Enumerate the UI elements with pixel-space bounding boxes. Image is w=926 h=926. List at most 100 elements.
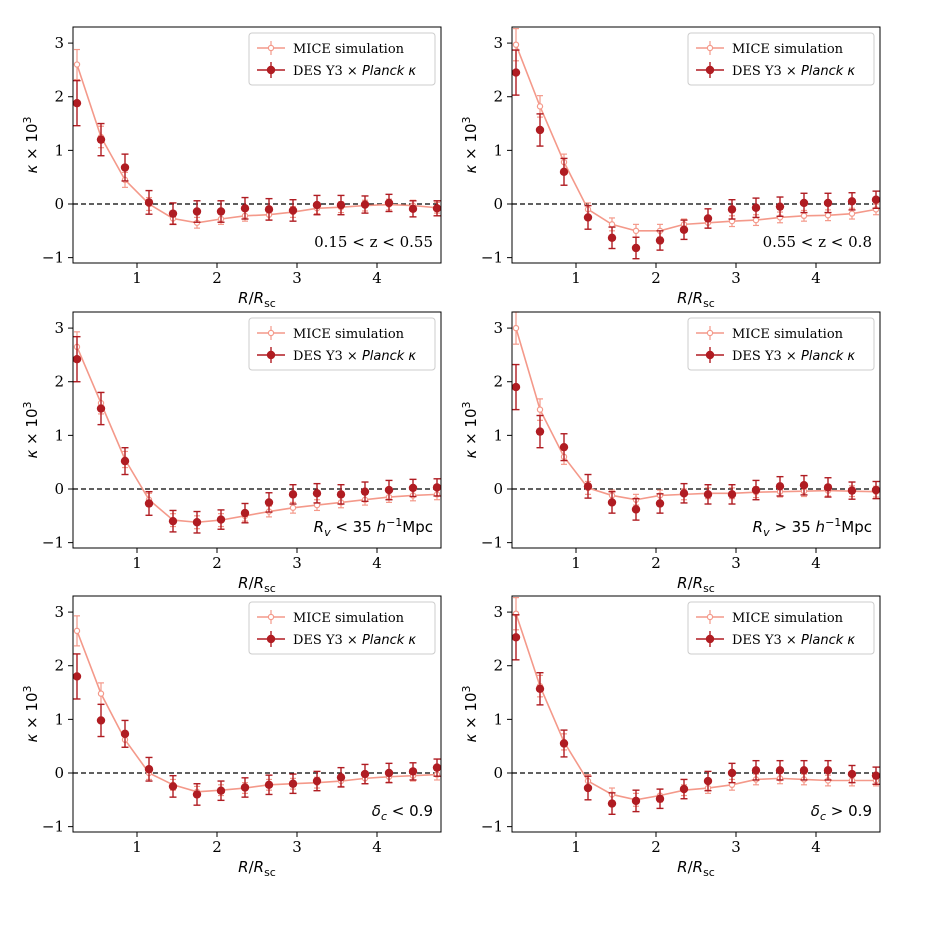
legend-des-marker xyxy=(705,65,715,75)
legend-des-label: DES Y3 × Planck κ xyxy=(732,64,855,79)
legend-des-marker xyxy=(705,634,715,644)
y-axis-label-kappa: κ xyxy=(462,165,480,174)
panel-annotation: δc < 0.9 xyxy=(372,802,433,823)
mice-series-line xyxy=(515,327,877,501)
x-axis-label-r2: R xyxy=(693,289,703,307)
y-axis-label: κ × 103 xyxy=(21,116,41,173)
des-data-point xyxy=(360,487,370,496)
des-data-point xyxy=(72,355,82,364)
mice-data-point xyxy=(632,227,640,235)
annotation-sub: c xyxy=(820,810,826,823)
mice-series-line xyxy=(515,613,876,801)
des-data-point xyxy=(607,799,617,808)
des-data-point xyxy=(168,209,178,218)
legend-des-italic: Planck κ xyxy=(801,633,855,648)
des-data-point xyxy=(240,783,250,792)
x-tick-label: 3 xyxy=(731,554,741,572)
y-tick-label: 1 xyxy=(54,710,64,728)
des-data-point xyxy=(240,508,250,518)
y-tick-label: 0 xyxy=(493,764,503,782)
x-axis-label-r: R xyxy=(677,289,687,307)
annotation-h: h xyxy=(377,518,387,536)
x-tick-label: 1 xyxy=(571,554,581,572)
x-tick-label: 2 xyxy=(651,554,661,572)
x-tick-label: 4 xyxy=(811,838,821,856)
des-data-point xyxy=(432,204,442,213)
des-data-point xyxy=(871,485,881,495)
y-tick-label: 0 xyxy=(54,764,64,782)
des-data-point xyxy=(168,782,178,791)
des-data-point xyxy=(847,769,857,779)
des-data-point xyxy=(192,790,202,799)
y-axis-label: κ × 103 xyxy=(460,116,480,173)
des-data-point xyxy=(120,456,130,466)
x-tick-label: 4 xyxy=(372,838,382,856)
y-tick-label: −1 xyxy=(481,534,503,552)
des-data-point xyxy=(775,766,785,775)
legend-box xyxy=(248,32,436,86)
y-tick-label: 2 xyxy=(54,373,64,391)
y-tick-label: −1 xyxy=(42,818,64,836)
annotation-sup: −1 xyxy=(825,516,841,529)
legend-box xyxy=(687,317,875,371)
y-tick-label: −1 xyxy=(42,534,64,552)
x-tick-label: 1 xyxy=(571,269,581,287)
des-data-point xyxy=(336,490,346,499)
des-data-point xyxy=(631,505,641,514)
mice-data-point xyxy=(289,504,297,511)
x-axis-label-r: R xyxy=(677,574,687,592)
annotation-h: h xyxy=(816,518,826,536)
des-data-point xyxy=(168,516,178,526)
des-data-point xyxy=(583,213,593,222)
x-axis-label: R/Rsc xyxy=(677,858,715,879)
des-data-point xyxy=(679,225,689,234)
annotation-main: R xyxy=(314,518,324,536)
legend-mice-label: MICE simulation xyxy=(732,611,844,626)
des-data-point xyxy=(240,204,250,213)
des-data-point xyxy=(264,498,274,507)
y-axis-label-exp: 3 xyxy=(21,685,34,692)
y-tick-label: 3 xyxy=(54,319,64,337)
legend-des-marker xyxy=(705,350,715,360)
legend-mice-marker xyxy=(706,44,714,52)
des-data-point xyxy=(360,200,370,209)
y-tick-label: 0 xyxy=(493,480,503,498)
legend-des-marker xyxy=(266,65,276,75)
y-axis-label-exp: 3 xyxy=(460,116,473,123)
des-data-point xyxy=(408,204,418,214)
mice-data-point xyxy=(97,690,105,697)
x-tick-label: 2 xyxy=(212,838,222,856)
des-data-point xyxy=(264,205,274,214)
des-data-point xyxy=(751,766,761,775)
des-data-point xyxy=(703,214,713,223)
des-data-point xyxy=(751,203,761,212)
des-data-point xyxy=(535,125,545,135)
x-axis-label-r: R xyxy=(238,858,248,876)
des-data-point xyxy=(823,766,833,775)
legend-des-main: DES Y3 × xyxy=(732,64,801,79)
x-tick-label: 4 xyxy=(811,554,821,572)
legend-mice-label: MICE simulation xyxy=(732,327,844,342)
y-tick-label: 3 xyxy=(493,34,503,52)
des-data-point xyxy=(144,198,154,207)
x-axis-label-r2: R xyxy=(254,574,264,592)
x-axis-label-sub: sc xyxy=(264,866,276,879)
x-axis-label-r: R xyxy=(238,289,248,307)
legend-des-main: DES Y3 × xyxy=(732,633,801,648)
y-axis-label-kappa: κ xyxy=(462,734,480,743)
x-tick-label: 3 xyxy=(292,838,302,856)
x-tick-label: 1 xyxy=(571,838,581,856)
des-data-point xyxy=(432,483,442,492)
des-data-point xyxy=(336,773,346,782)
x-axis-label-r2: R xyxy=(254,858,264,876)
y-tick-label: 1 xyxy=(493,141,503,159)
legend-box xyxy=(687,601,875,655)
x-tick-label: 3 xyxy=(731,838,741,856)
des-data-point xyxy=(384,768,394,778)
mice-data-point xyxy=(752,216,760,224)
x-tick-label: 1 xyxy=(132,269,142,287)
y-axis-label-times: × 10 xyxy=(23,408,41,449)
